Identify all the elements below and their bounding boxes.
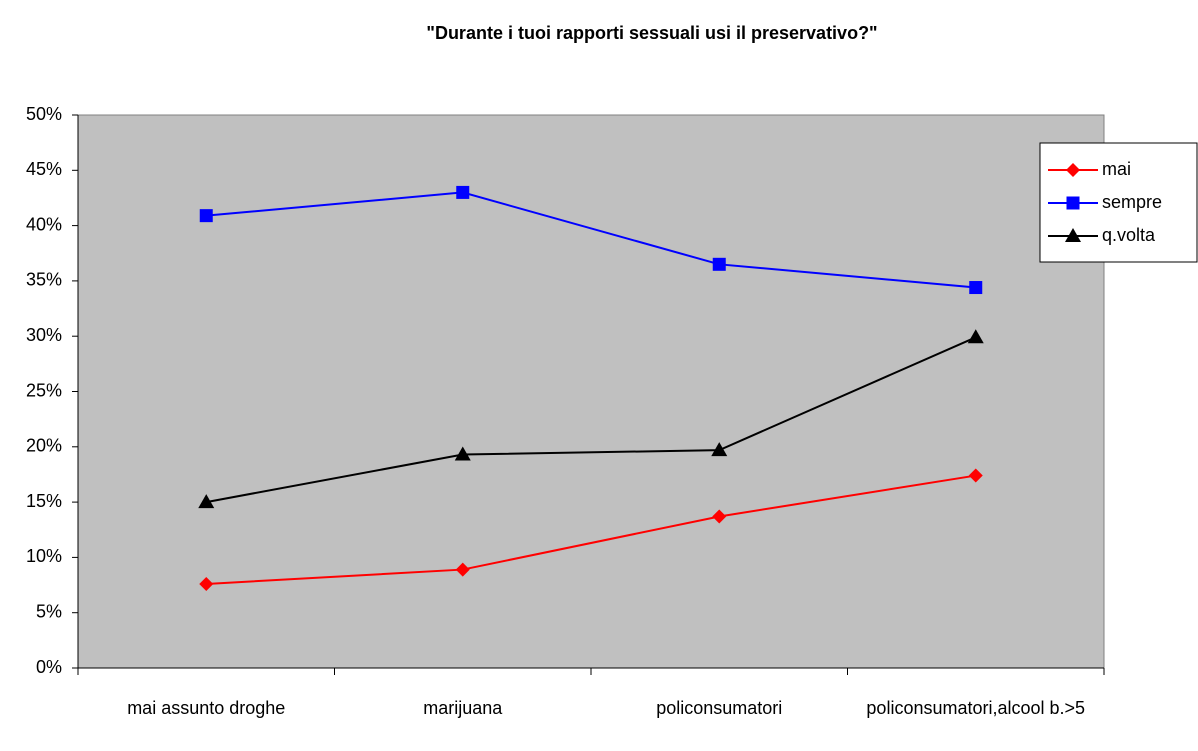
y-tick-label: 40% (26, 214, 62, 234)
y-tick-label: 45% (26, 159, 62, 179)
legend-label: q.volta (1102, 225, 1156, 245)
y-tick-label: 50% (26, 104, 62, 124)
y-tick-label: 35% (26, 270, 62, 290)
y-tick-label: 30% (26, 325, 62, 345)
x-tick-label: marijuana (423, 698, 503, 718)
y-tick-label: 20% (26, 436, 62, 456)
marker (1066, 196, 1080, 210)
legend-label: sempre (1102, 192, 1162, 212)
x-tick-label: policonsumatori (656, 698, 783, 718)
x-tick-label: policonsumatori,alcool b.>5 (866, 698, 1086, 718)
y-tick-label: 5% (36, 601, 62, 621)
marker (199, 576, 214, 591)
marker (455, 562, 470, 577)
marker (711, 442, 728, 457)
marker (1066, 163, 1080, 177)
series-line (206, 336, 977, 504)
y-tick-label: 10% (26, 546, 62, 566)
y-tick-label: 25% (26, 380, 62, 400)
marker (969, 281, 983, 295)
plot-area (77, 114, 1105, 669)
series-line (206, 191, 976, 289)
marker (968, 468, 983, 483)
x-tick-label: mai assunto droghe (127, 698, 286, 718)
y-tick-label: 0% (36, 657, 62, 677)
marker (967, 329, 984, 344)
marker (198, 494, 215, 509)
marker (199, 209, 213, 223)
series-line (206, 474, 976, 585)
marker (456, 185, 470, 199)
marker (1065, 228, 1081, 242)
chart-title: "Durante i tuoi rapporti sessuali usi il… (426, 23, 877, 43)
marker (712, 509, 727, 524)
legend-label: mai (1102, 159, 1131, 179)
marker (454, 446, 471, 461)
y-tick-label: 15% (26, 491, 62, 511)
marker (712, 257, 726, 271)
